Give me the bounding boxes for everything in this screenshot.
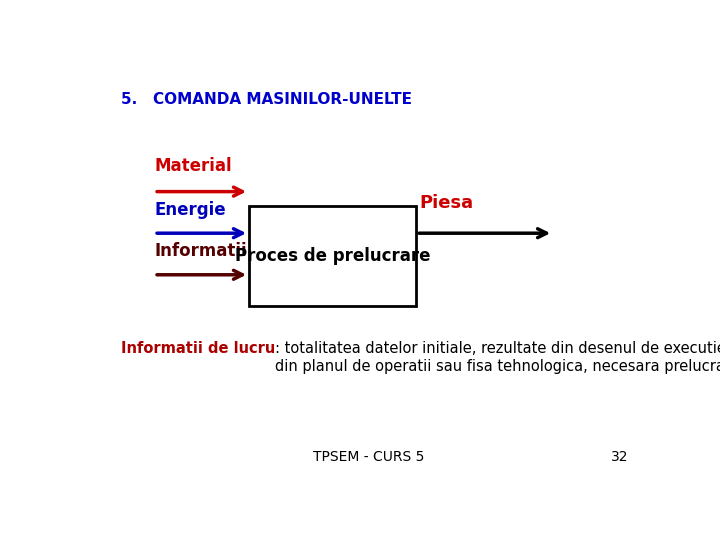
Text: TPSEM - CURS 5: TPSEM - CURS 5 bbox=[313, 450, 425, 464]
Text: Material: Material bbox=[154, 157, 232, 175]
Text: Informatii: Informatii bbox=[154, 242, 247, 260]
Text: Proces de prelucrare: Proces de prelucrare bbox=[235, 247, 431, 265]
Text: Energie: Energie bbox=[154, 201, 226, 219]
Bar bbox=[249, 206, 416, 306]
Text: Piesa: Piesa bbox=[419, 194, 473, 212]
Text: : totalitatea datelor initiale, rezultate din desenul de executie si
din planul : : totalitatea datelor initiale, rezultat… bbox=[275, 341, 720, 374]
Text: 32: 32 bbox=[611, 450, 629, 464]
Text: Informatii de lucru: Informatii de lucru bbox=[121, 341, 275, 356]
Text: 5.   COMANDA MASINILOR-UNELTE: 5. COMANDA MASINILOR-UNELTE bbox=[121, 92, 412, 107]
